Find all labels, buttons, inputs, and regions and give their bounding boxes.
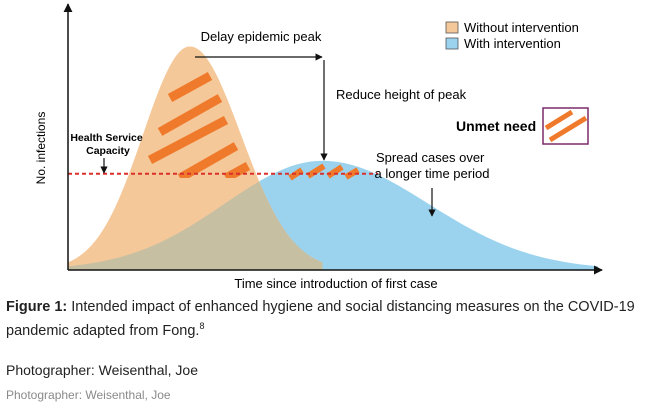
unmet-need-swatch bbox=[542, 107, 589, 145]
legend-swatch-without bbox=[445, 21, 459, 34]
photographer-credit-secondary: Photographer: Weisenthal, Joe bbox=[6, 388, 171, 402]
caption-label: Figure 1: bbox=[6, 299, 68, 315]
photographer-credit: Photographer: Weisenthal, Joe bbox=[6, 362, 198, 378]
caption-superscript: 8 bbox=[199, 321, 205, 331]
legend-label-with: With intervention bbox=[464, 36, 561, 51]
unmet-need-label: Unmet need bbox=[456, 118, 536, 134]
spread-cases-label: Spread cases over a longer time period bbox=[375, 150, 490, 181]
x-axis-label: Time since introduction of first case bbox=[234, 276, 437, 291]
legend: Without intervention With intervention bbox=[445, 20, 579, 51]
y-axis-label: No. infections bbox=[34, 112, 48, 185]
unmet-need-hatch-orange bbox=[147, 72, 251, 178]
legend-label-without: Without intervention bbox=[464, 20, 579, 35]
health-capacity-label: Health Service Capacity bbox=[70, 132, 145, 157]
chart: No. infections Time since introduction o… bbox=[34, 3, 603, 291]
caption-text: Intended impact of enhanced hygiene and … bbox=[6, 299, 635, 339]
delay-peak-label: Delay epidemic peak bbox=[201, 29, 322, 44]
legend-swatch-with bbox=[445, 37, 459, 50]
figure-caption: Figure 1: Intended impact of enhanced hy… bbox=[6, 298, 646, 341]
reduce-height-label: Reduce height of peak bbox=[336, 87, 467, 102]
overlap-area bbox=[68, 181, 323, 270]
